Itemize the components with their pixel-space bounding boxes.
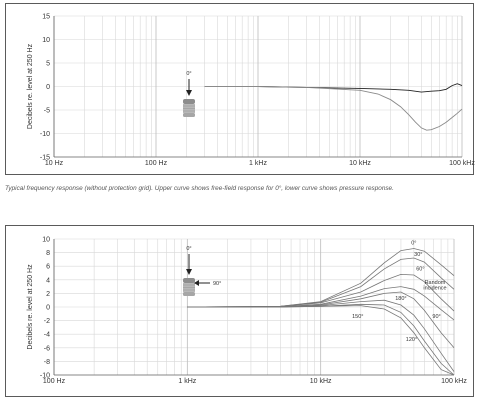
x-tick-label: 10 kHz [349,160,371,167]
free-field-chart-panel: 15 10 5 0 -5 -10 -15 10 Hz 100 Hz 1 kHz 10 kHz 100 … [5,3,475,175]
y-tick-label: 8 [46,250,50,257]
microphone-icon [183,278,195,296]
y-axis-label: Decibels re. level at 250 Hz [27,264,34,350]
directional-chart-panel: 10 8 6 4 2 0 -2 -4 -6 -8 -10 100 Hz 1 kHz 10 kHz 100 k… [5,225,474,397]
y-tick-label: -2 [44,318,50,325]
mic-base [183,113,195,117]
arrow-head [186,90,192,96]
y-tick-label: -8 [44,359,50,366]
y-tick-label: 10 [42,37,50,44]
y-tick-label: -10 [40,373,50,380]
y-tick-label: -5 [44,108,50,115]
curve-label: Random [425,280,446,286]
figure-caption: Typical frequency response (without prot… [5,185,394,192]
y-tick-label: 2 [46,291,50,298]
x-tick-label: 10 kHz [310,378,332,385]
series-line [204,83,463,93]
mic-base [183,292,195,296]
mic-cap [183,278,195,283]
x-tick-label: 100 Hz [145,160,168,167]
y-tick-label: 6 [46,264,50,271]
y-tick-label: -4 [44,332,50,339]
curve-label: 30° [414,252,422,258]
y-tick-label: 0 [46,305,50,312]
y-tick-label: 0 [46,84,50,91]
series-line [204,86,463,131]
curve-label: 60° [416,266,424,272]
curve-label: 90° [432,314,440,320]
arrow-head [186,269,192,275]
curve-label: incidence [423,285,446,291]
y-tick-label: 10 [42,237,50,244]
arrow-label-0deg: 0° [186,246,191,252]
curve-label: 0° [411,240,416,246]
arrow-label-0deg: 0° [186,71,191,77]
x-tick-label: 100 Hz [43,378,66,385]
y-tick-label: 4 [46,277,50,284]
y-tick-label: -6 [44,345,50,352]
curve-label: 150° [352,314,363,320]
side-arrow-head [194,280,199,286]
mic-cap [183,99,195,104]
x-tick-label: 1 kHz [249,160,267,167]
x-tick-label: 1 kHz [178,378,196,385]
y-tick-label: -10 [40,131,50,138]
microphone-icon [183,99,195,117]
x-tick-label: 10 Hz [45,160,64,167]
y-tick-label: 15 [42,14,50,21]
y-tick-label: 5 [46,61,50,68]
x-tick-label: 100 kHz [441,378,467,385]
curve-label: 180° [395,296,406,302]
series-line [187,286,455,321]
curve-label: 120° [406,337,417,343]
series-line [187,305,455,376]
x-tick-label: 100 kHz [449,160,475,167]
y-tick-label: -15 [40,155,50,162]
series-line [187,273,455,312]
arrow-label-90deg: 90° [213,281,221,287]
y-axis-label: Decibels re. level at 250 Hz [27,43,34,129]
